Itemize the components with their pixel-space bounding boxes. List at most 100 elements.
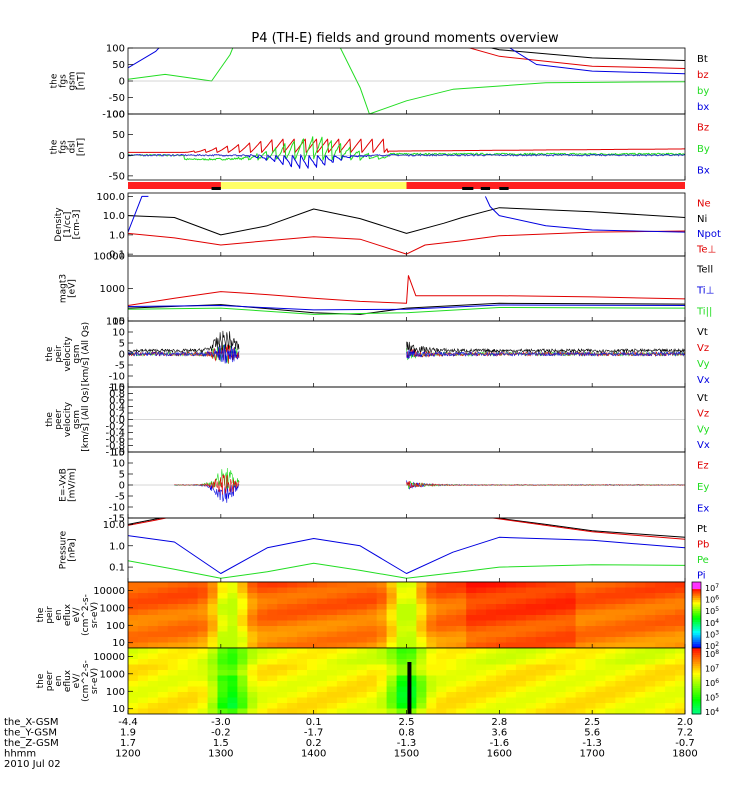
- spectrogram-cell: [575, 653, 587, 660]
- spectrogram-cell: [257, 703, 268, 710]
- y-tick-label: -15: [109, 383, 125, 394]
- y-axis-label: [cm-3]: [72, 210, 82, 240]
- spectrogram-cell: [406, 582, 417, 589]
- series-line-Pe: [128, 560, 685, 579]
- y-axis-label: [mV/m]: [68, 468, 78, 502]
- spectrogram-cell: [257, 598, 268, 605]
- y-axis-label: Pressure: [59, 530, 69, 569]
- spectrogram-cell: [207, 631, 219, 638]
- spectrogram-cell: [535, 675, 547, 682]
- spectrogram-cell: [615, 615, 626, 622]
- series-line: [406, 341, 685, 354]
- spectrogram-cell: [565, 604, 577, 611]
- spectrogram-cell: [625, 692, 636, 699]
- spectrogram-cell: [476, 642, 487, 648]
- spectrogram-cell: [456, 692, 467, 699]
- spectrogram-cell: [287, 703, 298, 710]
- spectrogram-cell: [147, 708, 159, 714]
- spectrogram-cell: [356, 697, 368, 704]
- colorbar-label: 106: [705, 678, 719, 688]
- spectrogram-cell: [307, 708, 318, 714]
- spectrogram-cell: [456, 626, 467, 633]
- spectrogram-cell: [177, 681, 189, 688]
- spectrogram-cell: [506, 587, 517, 594]
- spectrogram-cell: [307, 659, 318, 666]
- spectrogram-cell: [167, 681, 179, 688]
- spectrogram-cell: [565, 670, 577, 677]
- spectrogram-cell: [515, 631, 527, 638]
- spectrogram-cell: [207, 637, 219, 644]
- spectrogram-cell: [625, 604, 636, 611]
- colorbar-swatch: [692, 648, 701, 651]
- spectrogram-cell: [217, 681, 228, 688]
- spectrogram-cell: [376, 708, 388, 714]
- spectrogram-cell: [257, 593, 268, 600]
- spectrogram-cell: [406, 659, 417, 666]
- spectrogram-cell: [595, 653, 606, 660]
- spectrogram-cell: [287, 681, 298, 688]
- spectrogram-cell: [207, 615, 219, 622]
- spectrogram-cell: [595, 659, 606, 666]
- spectrogram-cell: [496, 609, 507, 616]
- spectrogram-cell: [336, 620, 348, 627]
- spectrogram-cell: [137, 642, 149, 648]
- ephemeris-value: 7.2: [677, 728, 693, 739]
- series-line-Bz: [128, 138, 685, 153]
- spectrogram-cell: [466, 670, 477, 677]
- spectrogram-cell: [366, 593, 378, 600]
- spectrogram-cell: [287, 609, 298, 616]
- spectrogram-cell: [307, 587, 318, 594]
- spectrogram-cell: [456, 609, 467, 616]
- series-line-Pt: [128, 518, 685, 538]
- spectrogram-cell: [506, 604, 517, 611]
- spectrogram-cell: [197, 675, 209, 682]
- spectrogram-cell: [605, 615, 616, 622]
- spectrogram-cell: [476, 648, 487, 655]
- x-tick-label: 1500: [394, 749, 419, 760]
- spectrogram-cell: [575, 626, 587, 633]
- spectrogram-cell: [416, 681, 427, 688]
- spectrogram-cell: [386, 648, 398, 655]
- spectrogram-cell: [655, 686, 666, 693]
- spectrogram-cell: [167, 670, 179, 677]
- legend-entry: Ne: [697, 199, 711, 210]
- spectrogram-cell: [217, 692, 228, 699]
- spectrogram-cell: [386, 642, 398, 648]
- spectrogram-cell: [307, 675, 318, 682]
- spectrogram-cell: [436, 637, 447, 644]
- spectrogram-cell: [655, 626, 666, 633]
- spectrogram-cell: [147, 604, 159, 611]
- spectrogram-cell: [137, 582, 149, 589]
- spectrogram-cell: [336, 598, 348, 605]
- colorbar-swatch: [692, 626, 701, 629]
- spectrogram-cell: [406, 620, 417, 627]
- spectrogram-cell: [525, 615, 537, 622]
- spectrogram-cell: [486, 670, 497, 677]
- spectrogram-cell: [595, 708, 606, 714]
- spectrogram-cell: [257, 648, 268, 655]
- spectrogram-cell: [287, 675, 298, 682]
- spectrogram-cell: [545, 708, 557, 714]
- spectrogram-cell: [207, 587, 219, 594]
- spectrogram-cell: [207, 686, 219, 693]
- spectrogram-cell: [625, 653, 636, 660]
- spectrogram-cell: [625, 626, 636, 633]
- spectrogram-cell: [476, 637, 487, 644]
- spectrogram-cell: [247, 692, 258, 699]
- spectrogram-cell: [356, 708, 368, 714]
- spectrogram-cell: [187, 598, 199, 605]
- spectrogram-cell: [396, 703, 408, 710]
- spectrogram-cell: [197, 642, 209, 648]
- spectrogram-cell: [157, 653, 169, 660]
- spectrogram-cell: [177, 609, 189, 616]
- spectrogram-cell: [436, 675, 447, 682]
- spectrogram-cell: [525, 681, 537, 688]
- spectrogram-cell: [326, 648, 338, 655]
- spectrogram-cell: [555, 670, 567, 677]
- spectrogram-cell: [655, 615, 666, 622]
- spectrogram-cell: [336, 626, 348, 633]
- spectrogram-cell: [307, 692, 318, 699]
- colorbar-swatch: [692, 630, 701, 634]
- spectrogram-cell: [545, 609, 557, 616]
- y-axis-label: (cm^2-s-: [81, 660, 91, 702]
